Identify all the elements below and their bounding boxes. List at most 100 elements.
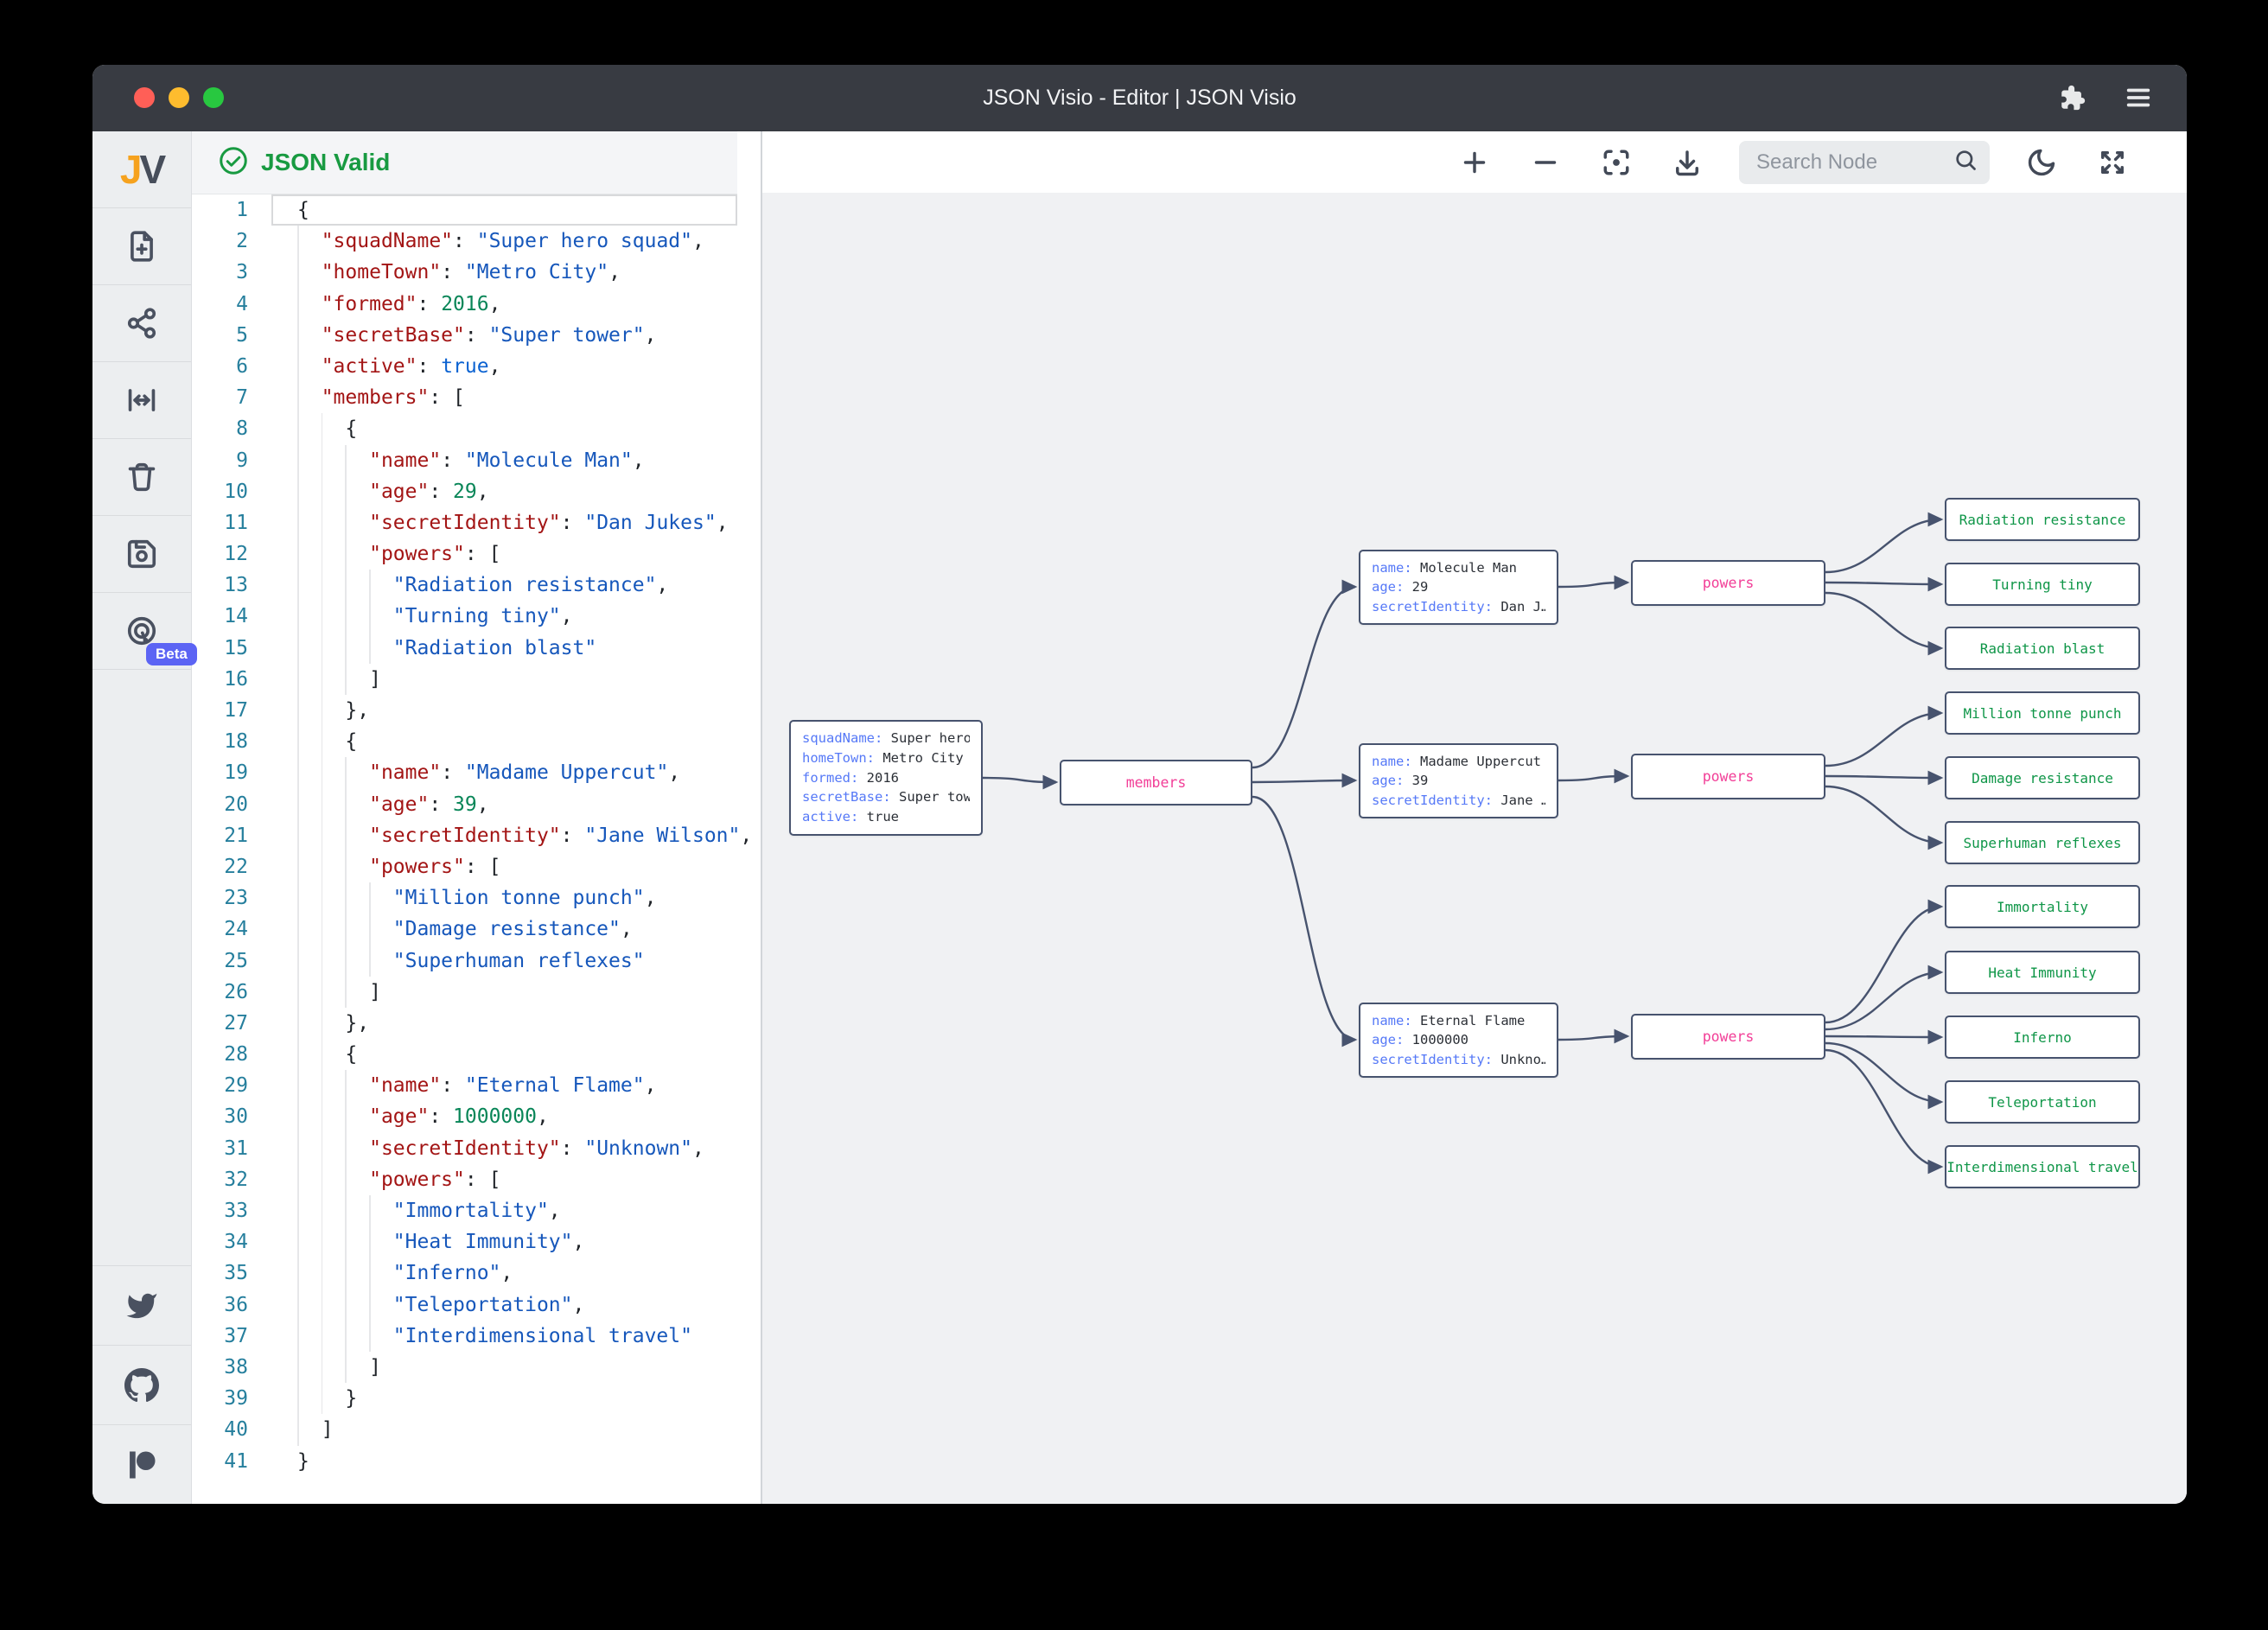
dark-mode-button[interactable] [2023,143,2061,181]
code-line[interactable]: "formed": 2016, [192,288,761,320]
code-line[interactable]: } [297,1449,309,1473]
code-line[interactable]: "Superhuman reflexes" [192,945,761,977]
indent-guide [321,945,323,977]
code-line[interactable]: "homeTown": "Metro City", [192,257,761,289]
code-line[interactable]: "Radiation blast" [192,632,761,664]
search-node-input[interactable] [1755,149,1953,175]
search-icon[interactable] [1953,148,1978,176]
code-line[interactable]: "Heat Immunity", [192,1226,761,1258]
code-line[interactable]: "powers": [ [192,538,761,570]
code-line[interactable]: ] [192,663,761,695]
code-line[interactable]: "name": "Eternal Flame", [192,1070,761,1102]
close-button[interactable] [134,87,155,108]
graph-node-leaf-8[interactable]: Heat Immunity [1945,951,2140,994]
graph-canvas[interactable]: squadName: Super hero…homeTown: Metro Ci… [761,131,2187,1504]
search-node-box[interactable] [1739,140,1990,184]
code-line[interactable]: "secretBase": "Super tower", [192,319,761,351]
beta-badge: Beta [146,643,197,665]
graph-node-powers-3[interactable]: powers [1631,1014,1825,1060]
code-line[interactable]: ] [192,1351,761,1384]
indent-guide [297,819,299,851]
line-number: 33 [224,1200,248,1222]
minimize-button[interactable] [169,87,189,108]
line-number: 41 [224,1449,248,1473]
sidebar-item-widget-beta[interactable]: Beta [92,593,197,670]
expand-width-icon [125,384,158,417]
code-line[interactable]: "active": true, [192,350,761,383]
zoom-in-button[interactable] [1456,143,1494,181]
code-line[interactable]: "age": 1000000, [192,1101,761,1133]
code-line[interactable]: "age": 29, [192,475,761,507]
code-line[interactable]: } [192,1383,761,1415]
zoom-out-button[interactable] [1526,143,1564,181]
indent-guide [345,850,347,883]
code-line[interactable]: "Turning tiny", [192,601,761,633]
code-line[interactable]: }, [192,695,761,727]
extensions-icon[interactable] [2055,80,2090,115]
code-line[interactable]: "powers": [ [192,850,761,883]
code-line[interactable]: }, [192,1007,761,1040]
graph-node-leaf-5[interactable]: Damage resistance [1945,756,2140,799]
code-line[interactable]: "name": "Molecule Man", [192,444,761,476]
code-line[interactable]: "secretIdentity": "Unknown", [192,1132,761,1164]
menu-icon[interactable] [2121,80,2156,115]
graph-node-leaf-10[interactable]: Teleportation [1945,1080,2140,1124]
line-number: 16 [224,667,248,691]
code-line[interactable]: "Radiation resistance", [192,570,761,602]
code-line[interactable]: "age": 39, [192,788,761,820]
graph-node-member-3[interactable]: name: Eternal Flame age: 1000000 secretIde… [1359,1003,1558,1078]
graph-node-leaf-4[interactable]: Million tonne punch [1945,691,2140,735]
sidebar-item-twitter[interactable] [92,1265,191,1345]
fullscreen-button[interactable] [2093,143,2131,181]
graph-node-leaf-11[interactable]: Interdimensional travel [1945,1145,2140,1188]
graph-node-member-1[interactable]: name: Molecule Man age: 29 secretIdentity:… [1359,550,1558,625]
graph-node-leaf-2[interactable]: Turning tiny [1945,563,2140,606]
graph-node-powers-1[interactable]: powers [1631,560,1825,606]
code-line[interactable]: ] [192,976,761,1008]
code-line[interactable]: "Million tonne punch", [192,882,761,914]
code-line[interactable]: "Teleportation", [192,1289,761,1321]
code-line[interactable]: "squadName": "Super hero squad", [192,226,761,258]
graph-node-leaf-7[interactable]: Immortality [1945,885,2140,928]
graph-node-member-2[interactable]: name: Madame Uppercut age: 39 secretIdenti… [1359,743,1558,818]
code-line[interactable]: "secretIdentity": "Jane Wilson", [192,819,761,851]
graph-node-powers-2[interactable]: powers [1631,754,1825,799]
code-line[interactable]: "Inferno", [192,1258,761,1289]
code-lines[interactable]: { "squadName": "Super hero squad", "home… [192,194,761,1477]
code-line[interactable]: { [192,726,761,758]
code-line[interactable]: "members": [ [192,382,761,414]
indent-guide [297,1163,299,1195]
code-line[interactable]: "powers": [ [192,1163,761,1195]
sidebar-item-share[interactable] [92,285,191,362]
sidebar-item-expand-width[interactable] [92,362,191,439]
code-line[interactable]: ] [192,1414,761,1446]
graph-node-leaf-3[interactable]: Radiation blast [1945,627,2140,670]
code-line[interactable]: "Damage resistance", [192,914,761,946]
line-number: 17 [224,699,248,722]
json-editor[interactable]: 1 2 3 4 5 6 7 8 9 10 11 12 13 14 15 16 17 18 19 20 21 22 23 24 2… [192,194,761,1503]
code-line[interactable]: "secretIdentity": "Dan Jukes", [192,506,761,539]
code-line[interactable]: { [297,199,309,221]
sidebar-item-save[interactable] [92,516,191,593]
code-line[interactable]: "name": "Madame Uppercut", [192,757,761,789]
sidebar-item-clear[interactable] [92,439,191,516]
sidebar-item-patreon[interactable] [92,1424,191,1504]
graph-node-root[interactable]: squadName: Super hero…homeTown: Metro Ci… [789,720,983,836]
code-line[interactable]: "Interdimensional travel" [192,1320,761,1352]
code-line[interactable]: { [192,413,761,445]
download-button[interactable] [1668,143,1706,181]
sidebar-item-github[interactable] [92,1345,191,1424]
focus-center-button[interactable] [1597,143,1635,181]
graph-node-members[interactable]: members [1060,760,1252,805]
graph-node-leaf-6[interactable]: Superhuman reflexes [1945,821,2140,864]
code-line[interactable]: { [192,1039,761,1071]
code-line[interactable]: "Immortality", [192,1195,761,1227]
graph-node-leaf-1[interactable]: Radiation resistance [1945,498,2140,541]
indent-guide [297,506,299,539]
indent-guide [297,1132,299,1164]
sidebar-item-new-document[interactable] [92,208,191,285]
graph-area[interactable]: squadName: Super hero…homeTown: Metro Ci… [762,131,2187,1504]
zoom-button[interactable] [203,87,224,108]
graph-node-leaf-9[interactable]: Inferno [1945,1016,2140,1059]
